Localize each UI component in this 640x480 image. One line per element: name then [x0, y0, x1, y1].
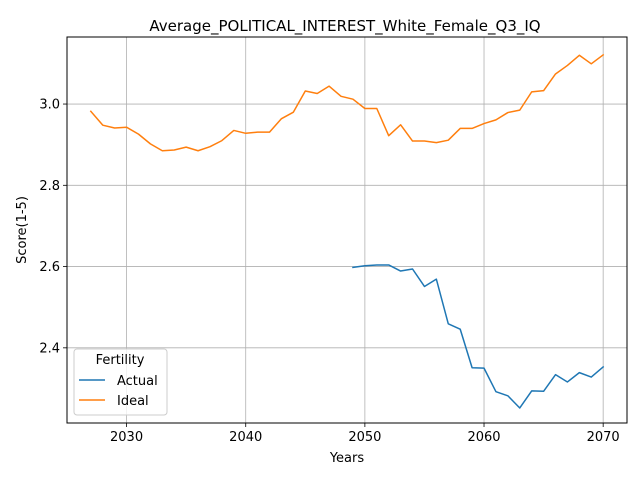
grid-lines: [67, 37, 627, 423]
x-axis: 2030 2040 2050 2060 2070: [110, 423, 620, 445]
legend: Fertility Actual Ideal: [73, 348, 168, 416]
legend-label-actual: Actual: [117, 374, 158, 389]
y-axis-label: Score(1-5): [15, 196, 30, 264]
x-tick-label: 2030: [110, 430, 143, 445]
series-layer: [89, 53, 605, 409]
x-tick-label: 2060: [467, 430, 500, 445]
y-axis: 2.4 2.6 2.8 3.0: [39, 98, 67, 356]
y-tick-label: 2.4: [39, 341, 60, 356]
legend-label-ideal: Ideal: [117, 394, 149, 409]
chart-title: Average_POLITICAL_INTEREST_White_Female_…: [149, 17, 540, 36]
series-line-actual: [352, 264, 605, 409]
x-axis-label: Years: [329, 451, 365, 466]
x-tick-label: 2070: [587, 430, 620, 445]
y-tick-label: 3.0: [39, 98, 60, 113]
x-tick-label: 2040: [229, 430, 262, 445]
y-tick-label: 2.8: [39, 179, 60, 194]
y-tick-label: 2.6: [39, 260, 60, 275]
series-line-ideal: [89, 53, 605, 152]
plot-frame: [66, 36, 628, 424]
legend-box: [73, 348, 168, 416]
x-tick-label: 2050: [348, 430, 381, 445]
legend-title: Fertility: [96, 353, 145, 368]
